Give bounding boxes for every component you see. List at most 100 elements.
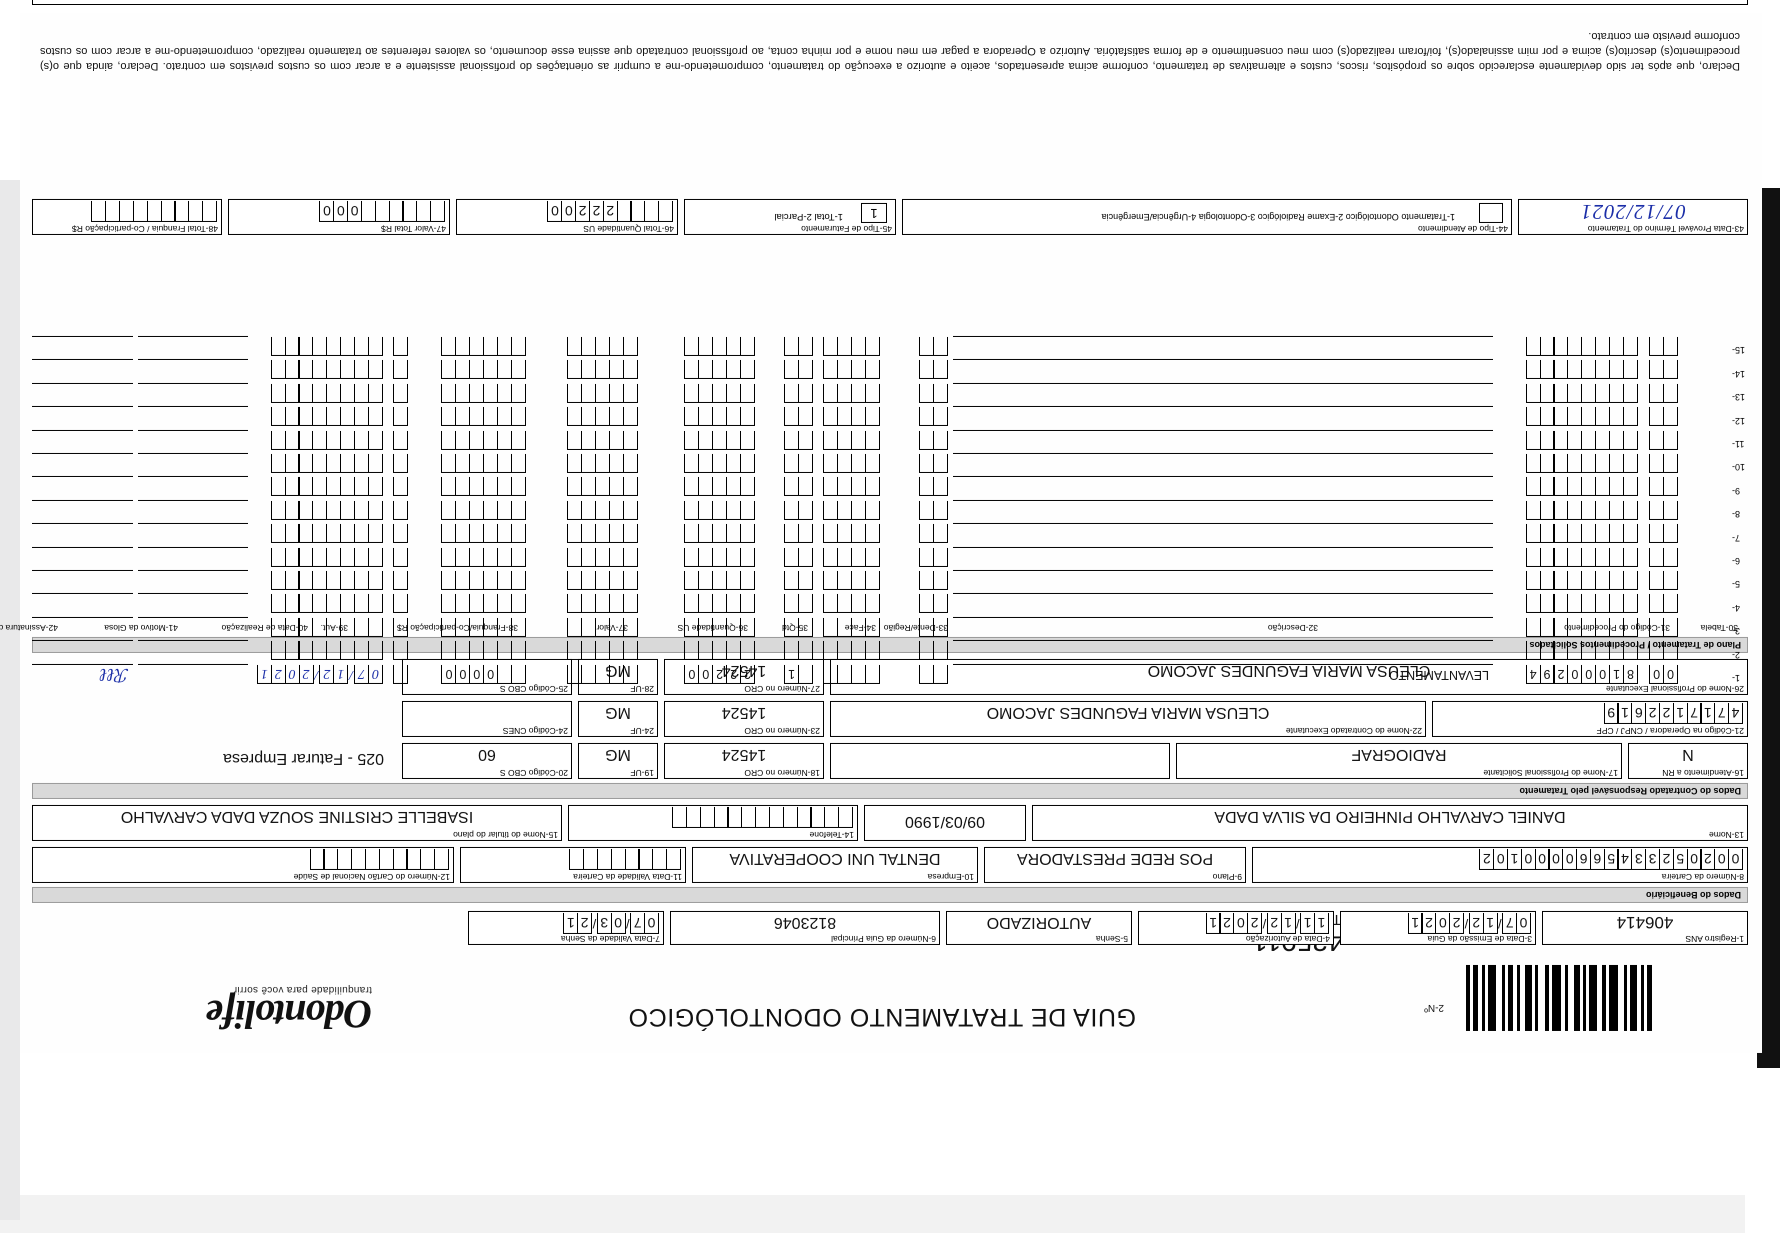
- table-row[interactable]: 4-: [32, 593, 1748, 616]
- field-label: 4-Data de Autorização: [1245, 934, 1330, 944]
- field-data-validade-senha[interactable]: 7-Data Validade da Senha 0 7/0 3/2 1: [468, 911, 664, 945]
- char-cell: 0: [1595, 664, 1611, 684]
- table-row[interactable]: 10-: [32, 453, 1748, 476]
- field-nome-profissional-solicitante[interactable]: 17-Nome do Profissional Solicitante RADI…: [1176, 743, 1622, 779]
- field-observacao[interactable]: 49-Observação: [32, 0, 1748, 5]
- table-row[interactable]: 11-: [32, 429, 1748, 453]
- field-value: 07/12/2021: [1580, 203, 1686, 220]
- row-number: 8-: [1732, 509, 1741, 520]
- field-data-nascimento[interactable]: 09/03/1990: [864, 805, 1026, 841]
- cell-group-codigo: [1525, 594, 1638, 614]
- char-cell: [595, 617, 611, 637]
- table-row[interactable]: 8-: [32, 499, 1748, 523]
- field-cbo-20[interactable]: 20-Código CBO S 60: [402, 743, 572, 779]
- char-cell: [1649, 477, 1665, 497]
- field-cnes-24[interactable]: 24-Código CNES: [402, 701, 572, 737]
- tipo-faturamento-value[interactable]: 1: [861, 203, 887, 223]
- char-cell: [1595, 524, 1611, 544]
- char-cell: [1609, 383, 1625, 403]
- table-row[interactable]: 15-: [32, 336, 1748, 359]
- char-cell: [441, 477, 457, 497]
- char-cell: [326, 617, 342, 637]
- char-cell: [823, 500, 839, 520]
- char-cell: 0: [1516, 913, 1531, 934]
- cell-motivo-glosa: [138, 382, 248, 403]
- field-tipo-atendimento[interactable]: 44-Tipo de Atendimento 1-Tratamento Odon…: [902, 199, 1512, 235]
- table-row[interactable]: 1- 0 0 8 1 0 0 0 2 9 4 LEVANTAMENTO 1 2 2 2 0 0 0 0 0 0 0 7/1 2/…: [32, 663, 1748, 687]
- char-cell: [1581, 500, 1597, 520]
- char-cell: [1525, 641, 1541, 661]
- field-uf-24[interactable]: 24-UF MG: [578, 701, 658, 737]
- field-total-quantidade-us[interactable]: 46-Total Quantidade US 000022200: [456, 199, 678, 235]
- field-registro-ans[interactable]: 1-Registro ANS 406414: [1542, 911, 1748, 945]
- field-label: 24-Código CNES: [502, 726, 568, 736]
- char-cell: [298, 430, 314, 450]
- char-cell: [567, 430, 583, 450]
- field-valor-total[interactable]: 47-Valor Total R$ 000000000: [228, 199, 450, 235]
- char-cell: [483, 524, 499, 544]
- procedures-table[interactable]: 1- 0 0 8 1 0 0 0 2 9 4 LEVANTAMENTO 1 2 2 2 0 0 0 0 0 0 0 7/1 2/…: [32, 311, 1748, 687]
- table-row[interactable]: 6-: [32, 546, 1748, 570]
- char-cell: 2: [1658, 703, 1674, 724]
- tipo-atendimento-checkbox[interactable]: [1479, 203, 1503, 223]
- char-cell: 0: [430, 201, 445, 222]
- field-data-emissao-guia[interactable]: 3-Data de Emissão da Guia 0 7/1 2/2 0 2 1: [1340, 911, 1536, 945]
- field-validade-carteira[interactable]: 11-Data Validade da Carteira 00000000: [460, 847, 686, 883]
- cell-group-qtd: [784, 407, 813, 427]
- table-row[interactable]: 14-: [32, 359, 1748, 382]
- field-atendimento-rn[interactable]: 16-Atendimento a RN N: [1628, 743, 1748, 779]
- char-cell: [1595, 547, 1611, 567]
- table-row[interactable]: 3-: [32, 616, 1748, 640]
- table-row[interactable]: 7-: [32, 523, 1748, 546]
- cell-group-data: [270, 337, 383, 357]
- char-cell: [368, 454, 383, 474]
- char-cell: [441, 360, 457, 380]
- row-number: 10-: [1732, 462, 1746, 473]
- char-cell: 0: [658, 201, 673, 222]
- char-cell: [497, 547, 513, 567]
- char-cell: [581, 454, 597, 474]
- char-cell: 6: [1576, 849, 1592, 870]
- field-senha[interactable]: 5-Senha AUTORIZADO: [946, 911, 1132, 945]
- field-data-autorizacao[interactable]: 4-Data de Autorização 1 1/1 2/2 0 2 1: [1138, 911, 1334, 945]
- field-nome-titular[interactable]: 15-Nome do titular do plano ISABELLE CRI…: [32, 805, 562, 841]
- char-cell: [393, 407, 408, 427]
- field-empty-solicitante[interactable]: [830, 743, 1170, 779]
- cell-group-data: [270, 383, 383, 403]
- field-tipo-faturamento[interactable]: 45-Tipo de Faturamento 1-Total 2-Parcial…: [684, 199, 896, 235]
- char-cell: [798, 547, 813, 567]
- field-numero-guia-principal[interactable]: 6-Número da Guia Principal 8123046: [670, 911, 940, 945]
- char-cell: 2: [577, 913, 593, 934]
- cell-group-dente: [919, 617, 948, 637]
- table-row[interactable]: 12-: [32, 406, 1748, 429]
- char-cell: [298, 641, 314, 661]
- field-nome-beneficiario[interactable]: 13-Nome DANIEL CARVALHO PINHEIRO DA SILV…: [1032, 805, 1748, 841]
- char-cell: 0: [644, 201, 660, 222]
- field-numero-cro-18[interactable]: 18-Número no CRO 14524: [664, 743, 824, 779]
- table-row[interactable]: 9-: [32, 476, 1748, 499]
- field-plano[interactable]: 9-Plano POS REDE PRESTADORA: [984, 847, 1246, 883]
- field-data-provavel-termino[interactable]: 43-Data Provável Término do Tratamento 0…: [1518, 199, 1748, 235]
- field-telefone[interactable]: 14-Telefone 0000000000000: [568, 805, 858, 841]
- cell-group-tabela: [1649, 454, 1678, 474]
- cell-group-face: [823, 383, 880, 403]
- char-cell: [284, 571, 300, 591]
- field-uf-19[interactable]: 19-UF MG: [578, 743, 658, 779]
- cell-group-face: [823, 547, 880, 567]
- cell-group-data: [270, 454, 383, 474]
- char-cell: 0: [610, 913, 626, 934]
- field-empresa[interactable]: 10-Empresa DENTAL UNI COOPERATIVA: [692, 847, 978, 883]
- char-cell: 0: [441, 664, 457, 684]
- field-nome-contratado-executante[interactable]: 22-Nome do Contratado Executante CLEUSA …: [830, 701, 1426, 737]
- char-cell: [798, 524, 813, 544]
- field-total-franquia[interactable]: 48-Total Franquia / Co-participação R$ 0…: [32, 199, 222, 235]
- char-cell: [623, 524, 638, 544]
- field-numero-cro-23[interactable]: 23-Número no CRO 14524: [664, 701, 824, 737]
- table-row[interactable]: 2-: [32, 640, 1748, 663]
- field-value: N: [1682, 746, 1694, 763]
- field-cartao-nacional-saude[interactable]: 12-Número do Cartão Nacional de Saúde 00…: [32, 847, 454, 883]
- table-row[interactable]: 5-: [32, 570, 1748, 593]
- table-row[interactable]: 13-: [32, 382, 1748, 406]
